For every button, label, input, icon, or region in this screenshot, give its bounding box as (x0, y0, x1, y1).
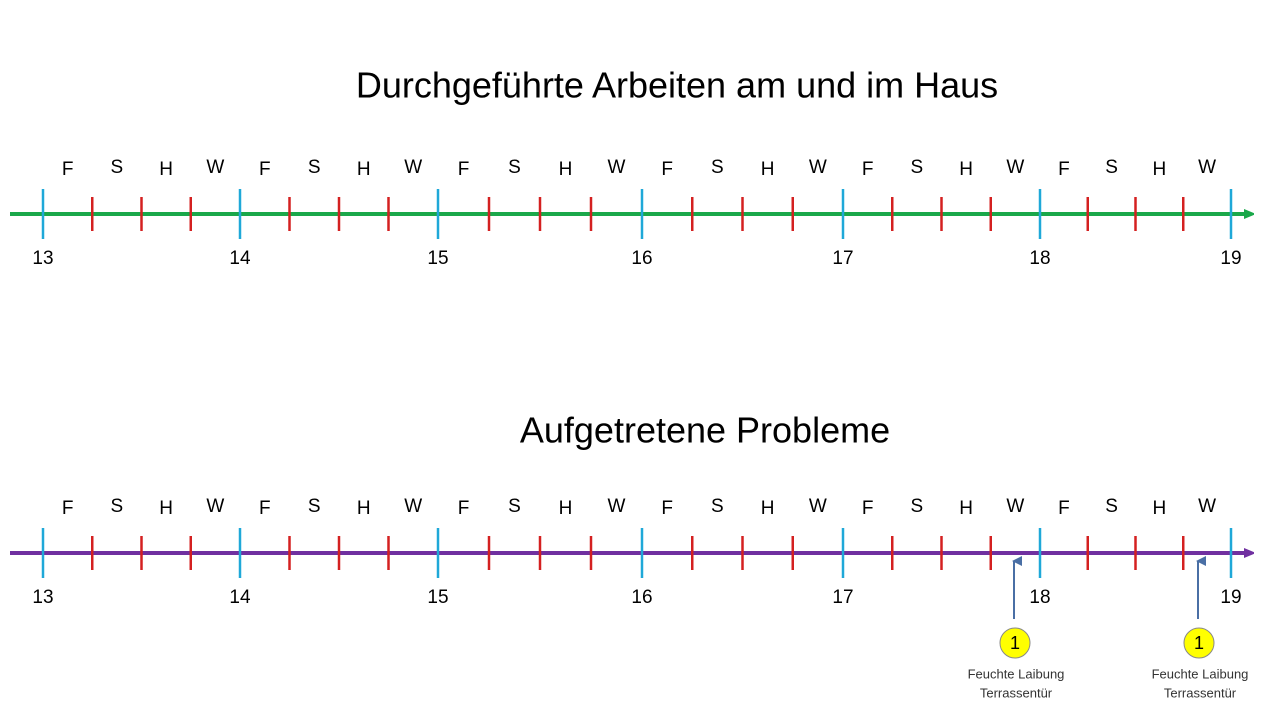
season-label: S (508, 157, 521, 178)
season-label: W (809, 157, 827, 178)
season-label: W (404, 496, 422, 517)
season-label: W (206, 496, 224, 517)
season-label: F (62, 159, 74, 180)
year-label: 16 (631, 587, 652, 608)
season-label: F (259, 498, 271, 519)
season-label: W (1006, 496, 1024, 517)
season-label: F (458, 498, 470, 519)
season-label: F (458, 159, 470, 180)
season-label: W (608, 496, 626, 517)
year-label: 19 (1220, 248, 1241, 269)
season-label: F (62, 498, 74, 519)
season-label: H (159, 159, 173, 180)
year-label: 17 (832, 587, 853, 608)
marker-badge (999, 627, 1031, 659)
season-label: S (711, 157, 724, 178)
year-label: 14 (229, 248, 251, 269)
year-label: 13 (32, 248, 53, 269)
marker-label: Feuchte Laibung (1152, 666, 1249, 681)
season-label: W (1198, 496, 1216, 517)
season-label: H (159, 498, 173, 519)
season-label: S (111, 157, 124, 178)
season-label: H (559, 498, 573, 519)
season-label: H (761, 159, 775, 180)
timeline-title: Durchgeführte Arbeiten am und im Haus (356, 65, 998, 106)
season-label: F (1058, 159, 1070, 180)
season-label: S (711, 496, 724, 517)
season-label: H (959, 498, 973, 519)
season-label: S (508, 496, 521, 517)
season-label: W (404, 157, 422, 178)
season-label: H (559, 159, 573, 180)
marker-number: 1 (1194, 633, 1204, 653)
season-label: F (1058, 498, 1070, 519)
season-label: H (1153, 159, 1167, 180)
year-label: 14 (229, 587, 251, 608)
year-label: 15 (427, 587, 448, 608)
season-label: S (911, 157, 924, 178)
season-label: S (1105, 157, 1118, 178)
season-label: S (111, 496, 124, 517)
year-label: 18 (1029, 248, 1050, 269)
season-label: H (959, 159, 973, 180)
season-label: F (862, 498, 874, 519)
season-label: S (1105, 496, 1118, 517)
year-label: 15 (427, 248, 448, 269)
season-label: S (308, 496, 321, 517)
season-label: W (1006, 157, 1024, 178)
season-label: F (661, 498, 673, 519)
season-label: F (862, 159, 874, 180)
season-label: W (608, 157, 626, 178)
season-label: H (357, 498, 371, 519)
year-label: 19 (1220, 587, 1241, 608)
season-label: F (259, 159, 271, 180)
year-label: 16 (631, 248, 652, 269)
season-label: H (761, 498, 775, 519)
season-label: W (206, 157, 224, 178)
year-label: 18 (1029, 587, 1050, 608)
year-label: 17 (832, 248, 853, 269)
season-label: S (308, 157, 321, 178)
year-label: 13 (32, 587, 53, 608)
marker-label: Feuchte Laibung (968, 666, 1065, 681)
season-label: F (661, 159, 673, 180)
season-label: W (1198, 157, 1216, 178)
marker-label: Terrassentür (980, 685, 1053, 700)
season-label: H (357, 159, 371, 180)
season-label: H (1153, 498, 1167, 519)
season-label: S (911, 496, 924, 517)
marker-number: 1 (1010, 633, 1020, 653)
marker-label: Terrassentür (1164, 685, 1237, 700)
timeline-title: Aufgetretene Probleme (520, 410, 890, 451)
season-label: W (809, 496, 827, 517)
marker-badge (1183, 627, 1215, 659)
